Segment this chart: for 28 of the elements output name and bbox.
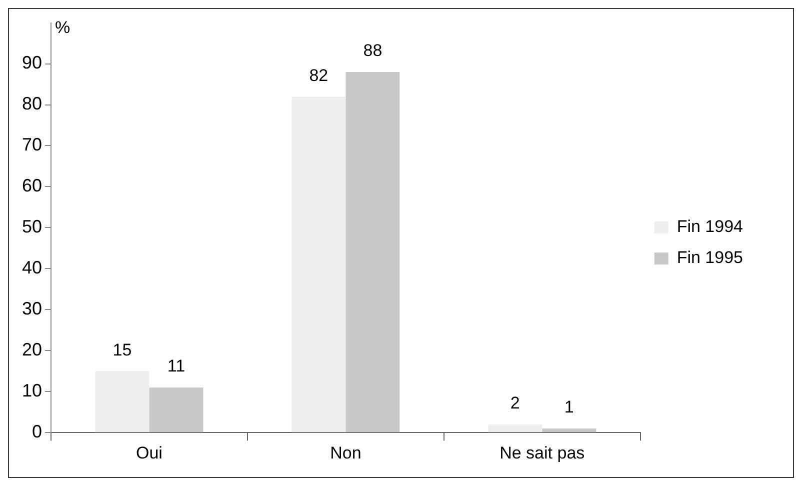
- y-tick-label: 60: [22, 176, 42, 196]
- y-tick-label: 90: [22, 52, 42, 73]
- data-label: 11: [167, 356, 186, 376]
- data-label: 82: [309, 66, 328, 85]
- bar: [542, 428, 596, 432]
- bar: [346, 72, 400, 432]
- data-label: 1: [564, 398, 574, 417]
- y-tick-label: 0: [32, 422, 42, 442]
- y-tick-label: 20: [22, 340, 42, 360]
- data-label: 15: [112, 340, 132, 360]
- y-tick-label: 10: [22, 380, 42, 401]
- y-tick-label: 50: [22, 216, 42, 237]
- bar: [488, 424, 542, 432]
- data-label: 88: [363, 41, 382, 60]
- bar: [95, 371, 150, 432]
- y-axis-title: %: [55, 18, 70, 37]
- data-label: 2: [510, 394, 520, 413]
- x-tick-label: Ne sait pas: [500, 443, 585, 462]
- y-tick-label: 70: [22, 134, 42, 155]
- y-tick-label: 40: [22, 258, 42, 278]
- bar: [292, 96, 346, 432]
- legend-label: Fin 1995: [676, 248, 744, 268]
- x-tick-label: Oui: [136, 443, 162, 462]
- legend-label: Fin 1994: [676, 217, 744, 236]
- bar: [149, 388, 204, 432]
- y-tick-label: 30: [22, 298, 42, 319]
- y-tick-label: 80: [22, 94, 42, 114]
- x-tick-label: Non: [330, 443, 362, 462]
